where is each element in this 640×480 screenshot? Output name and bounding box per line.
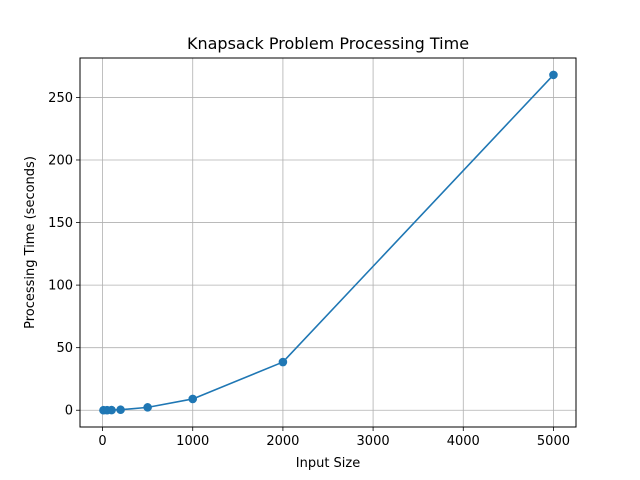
- x-tick-label: 4000: [447, 434, 480, 449]
- y-axis-label: Processing Time (seconds): [23, 156, 38, 329]
- data-point: [107, 405, 116, 415]
- series-line: [103, 74, 555, 412]
- y-tick-label: 250: [48, 91, 73, 106]
- data-point: [278, 357, 288, 367]
- x-axis-label: Input Size: [296, 456, 360, 471]
- x-axis-ticks: 0 1000 2000 3000 4000 5000: [98, 427, 570, 449]
- data-point: [549, 70, 558, 80]
- y-axis-ticks: 0 50 100 150 200 250: [48, 91, 80, 419]
- x-tick-label: 2000: [266, 434, 299, 449]
- data-point: [116, 405, 125, 415]
- chart-title: Knapsack Problem Processing Time: [187, 34, 469, 53]
- x-tick-label: 3000: [357, 434, 390, 449]
- y-tick-label: 200: [48, 153, 73, 168]
- y-tick-label: 50: [56, 341, 73, 356]
- y-tick-label: 100: [48, 279, 73, 294]
- x-tick-label: 1000: [176, 434, 209, 449]
- y-tick-label: 0: [65, 404, 73, 419]
- x-tick-label: 0: [98, 434, 106, 449]
- series-layer: [99, 70, 558, 415]
- data-point: [143, 403, 152, 412]
- plot-area-frame: [79, 57, 577, 428]
- y-tick-label: 150: [48, 216, 73, 231]
- data-point: [188, 394, 198, 404]
- grid-lines: [80, 58, 576, 427]
- x-tick-label: 5000: [537, 434, 570, 449]
